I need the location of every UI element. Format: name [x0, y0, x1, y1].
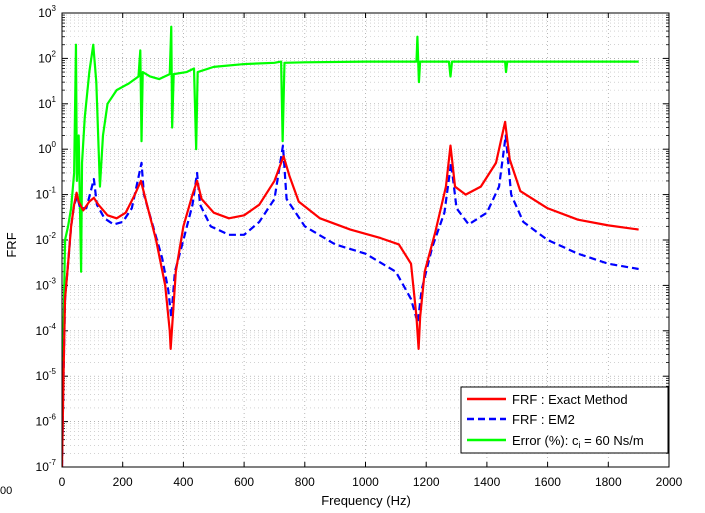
y-tick-label-exponent: -6 — [49, 413, 57, 422]
y-tick-label-exponent: 2 — [52, 49, 57, 58]
legend: FRF : Exact Method FRF : EM2 Error (%): … — [460, 386, 669, 454]
y-tick-label: 10-6 — [36, 413, 57, 429]
y-tick-label-base: 10 — [36, 415, 50, 429]
y-tick-label-exponent: -3 — [49, 276, 57, 285]
x-tick-labels: 0 200 400 600 800 1000 1200 1400 1600 1800 2000 — [59, 475, 683, 489]
legend-label-em2: FRF : EM2 — [512, 412, 575, 427]
y-tick-label-base: 10 — [36, 460, 50, 474]
y-tick-label: 10-4 — [36, 322, 57, 338]
y-tick-label-base: 10 — [36, 369, 50, 383]
y-tick-label-exponent: 3 — [52, 4, 57, 13]
y-tick-label-base: 10 — [36, 233, 50, 247]
y-tick-label-exponent: 1 — [52, 95, 57, 104]
legend-label-error-main: Error (%): c — [512, 433, 579, 448]
y-tick-label: 10-3 — [36, 276, 57, 292]
x-tick-label: 0 — [59, 475, 66, 489]
series-line-1 — [62, 134, 639, 467]
x-axis-label: Frequency (Hz) — [321, 493, 411, 508]
y-tick-label: 100 — [38, 140, 56, 156]
x-tick-label: 200 — [113, 475, 133, 489]
y-tick-label-base: 10 — [38, 97, 52, 111]
y-tick-label-exponent: -7 — [49, 458, 57, 467]
y-tick-label-exponent: 0 — [52, 140, 57, 149]
x-tick-label: 1600 — [534, 475, 561, 489]
x-tick-label: 1400 — [474, 475, 501, 489]
y-tick-label-exponent: -5 — [49, 367, 57, 376]
y-tick-label: 102 — [38, 49, 56, 65]
y-tick-label: 10-5 — [36, 367, 57, 383]
stray-label: 00 — [0, 485, 12, 497]
legend-label-error: Error (%): ci = 60 Ns/m — [512, 433, 644, 450]
x-tick-label: 1200 — [413, 475, 440, 489]
y-tick-label-exponent: -2 — [49, 231, 57, 240]
x-tick-label: 2000 — [656, 475, 683, 489]
x-tick-label: 600 — [234, 475, 254, 489]
y-tick-label-base: 10 — [38, 142, 52, 156]
y-axis-label: FRF — [4, 232, 19, 257]
x-tick-label: 1800 — [595, 475, 622, 489]
y-tick-label: 10-7 — [36, 458, 57, 474]
x-tick-label: 400 — [173, 475, 193, 489]
y-tick-label-base: 10 — [36, 324, 50, 338]
y-tick-label-exponent: -1 — [49, 186, 57, 195]
y-tick-label-base: 10 — [36, 278, 50, 292]
series-lines — [62, 25, 639, 467]
y-tick-label: 101 — [38, 95, 56, 111]
x-tick-label: 800 — [295, 475, 315, 489]
legend-label-error-suffix: = 60 Ns/m — [580, 433, 643, 448]
y-tick-label: 103 — [38, 4, 56, 20]
y-tick-label: 10-1 — [36, 186, 57, 202]
y-tick-label: 10-2 — [36, 231, 57, 247]
series-line-2 — [62, 25, 639, 422]
plot-frame — [61, 12, 670, 468]
series-line-0 — [62, 120, 639, 467]
legend-label-error-sub: i — [578, 440, 580, 450]
y-tick-label-base: 10 — [38, 51, 52, 65]
y-tick-label-base: 10 — [36, 188, 50, 202]
y-tick-label-base: 10 — [38, 6, 52, 20]
y-tick-label-exponent: -4 — [49, 322, 57, 331]
legend-label-exact: FRF : Exact Method — [512, 392, 628, 407]
x-tick-label: 1000 — [352, 475, 379, 489]
